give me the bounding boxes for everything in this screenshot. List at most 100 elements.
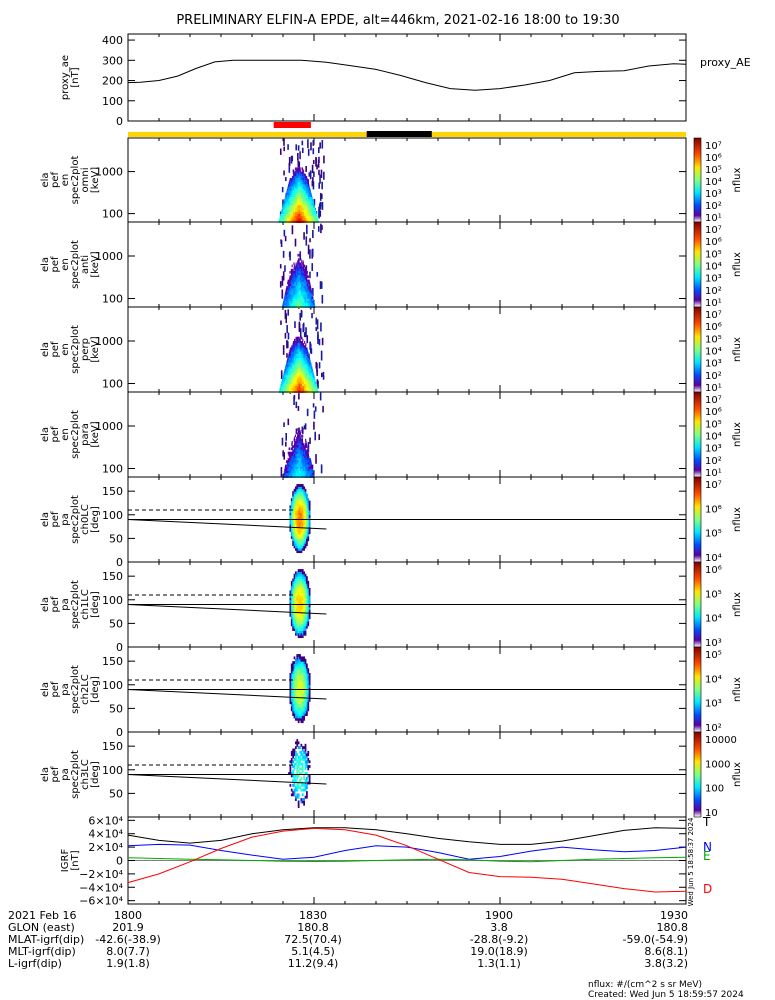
spectrogram-cell	[294, 741, 297, 745]
spectrogram-cell	[290, 528, 293, 532]
spectrogram-cell	[299, 533, 301, 537]
spectrogram-cell	[288, 462, 290, 466]
spectrogram-cell	[296, 536, 299, 539]
spectrogram-cell	[298, 447, 300, 451]
spectrogram-cell	[298, 186, 301, 190]
spectrogram-cell	[301, 755, 304, 759]
spectrogram-cell	[297, 194, 299, 198]
spectrogram-cell	[295, 351, 297, 355]
spectrogram-cell	[286, 203, 289, 207]
spectrogram-cell	[280, 383, 283, 387]
spectrogram-cell	[293, 203, 296, 207]
spectrogram-cell	[298, 462, 301, 466]
spectrogram-cell	[293, 597, 296, 601]
spectrogram-cell	[293, 779, 296, 783]
spectrogram-cell	[298, 277, 300, 281]
spectrogram-cell	[297, 184, 299, 187]
spectrogram-cell	[306, 203, 309, 207]
spectrogram-cell	[303, 460, 306, 463]
spectrogram-cell	[299, 364, 302, 368]
spectrogram-cell	[309, 341, 311, 350]
spectrogram-cell	[296, 298, 299, 302]
spectrogram-cell	[300, 670, 303, 674]
y-tick-label: −2×10⁴	[79, 868, 123, 881]
spectrogram-cell	[307, 609, 310, 613]
spectrogram-cell	[307, 356, 309, 359]
spectrogram-cell	[293, 781, 296, 785]
spectrogram-cell	[300, 682, 303, 686]
spectrogram-cell	[294, 672, 297, 676]
spectrogram-cell	[296, 715, 299, 719]
spectrogram-cell	[298, 288, 301, 291]
y-axis-label-line: pef	[50, 681, 61, 698]
spectrogram-cell	[281, 218, 284, 221]
spectrogram-cell	[290, 670, 293, 674]
spectrogram-cell	[292, 358, 295, 361]
spectrogram-cell	[296, 668, 299, 672]
spectrogram-cell	[294, 199, 297, 202]
spectrogram-cell	[297, 281, 299, 285]
spectrogram-cell	[299, 343, 301, 346]
spectrogram-cell	[304, 341, 306, 344]
spectrogram-cell	[299, 453, 302, 457]
spectrogram-cell	[301, 573, 304, 577]
y-tick-label: 100	[102, 378, 123, 391]
spectrogram-cell	[303, 169, 305, 173]
spectrogram-cell	[305, 597, 308, 601]
spectrogram-cell	[307, 510, 310, 513]
spectrogram-cell	[300, 441, 302, 444]
spectrogram-cell	[294, 434, 296, 438]
spectrogram-cell	[297, 616, 300, 620]
spectrogram-cell	[290, 366, 293, 370]
spectrogram-cell	[314, 406, 317, 412]
spectrogram-cell	[300, 677, 303, 681]
colorbar-unit-label: nflux	[732, 762, 743, 787]
spectrogram-cell	[294, 583, 297, 587]
spectrogram-cell	[292, 682, 295, 686]
spectrogram-cell	[299, 691, 301, 695]
spectrogram-cell	[287, 186, 289, 190]
spectrogram-cell	[294, 762, 297, 766]
spectrogram-cell	[283, 377, 286, 381]
spectrogram-cell	[297, 550, 300, 554]
loss-cone-solid-line	[127, 519, 327, 530]
spectrogram-cell	[307, 139, 309, 149]
spectrogram-cell	[321, 140, 324, 149]
spectrogram-cell	[303, 715, 306, 719]
spectrogram-cell	[308, 609, 311, 613]
spectrogram-cell	[299, 351, 301, 355]
spectrogram-cell	[300, 531, 303, 535]
spectrogram-cell	[303, 703, 306, 707]
spectrogram-cell	[303, 451, 306, 455]
spectrogram-cell	[288, 186, 291, 190]
spectrogram-cell	[290, 696, 293, 700]
spectrogram-cell	[308, 388, 311, 391]
spectrogram-cell	[309, 288, 312, 291]
spectrogram-cell	[302, 199, 305, 202]
spectrogram-cell	[306, 271, 308, 274]
spectrogram-cell	[299, 621, 301, 624]
spectrogram-cell	[292, 303, 295, 306]
spectrogram-cell	[307, 528, 310, 532]
spectrogram-cell	[296, 595, 299, 598]
spectrogram-cell	[291, 466, 294, 470]
spectrogram-cell	[304, 512, 307, 516]
spectrogram-cell	[300, 177, 302, 181]
spectrogram-cell	[310, 298, 313, 302]
spectrogram-cell	[297, 296, 299, 300]
spectrogram-cell	[304, 192, 307, 196]
spectrogram-cell	[294, 536, 297, 539]
spectrogram-cell	[289, 595, 292, 598]
spectrogram-cell	[296, 741, 299, 745]
spectrogram-cell	[304, 767, 307, 771]
spectrogram-cell	[296, 528, 299, 532]
spectrogram-cell	[301, 514, 304, 518]
spectrogram-cell	[289, 347, 292, 351]
spectrogram-cell	[311, 388, 315, 391]
spectrogram-cell	[304, 451, 307, 455]
spectrogram-cell	[289, 597, 292, 601]
spectrogram-cell	[298, 292, 301, 296]
spectrogram-cell	[300, 449, 303, 453]
spectrogram-cell	[303, 507, 306, 511]
spectrogram-cell	[297, 717, 300, 721]
